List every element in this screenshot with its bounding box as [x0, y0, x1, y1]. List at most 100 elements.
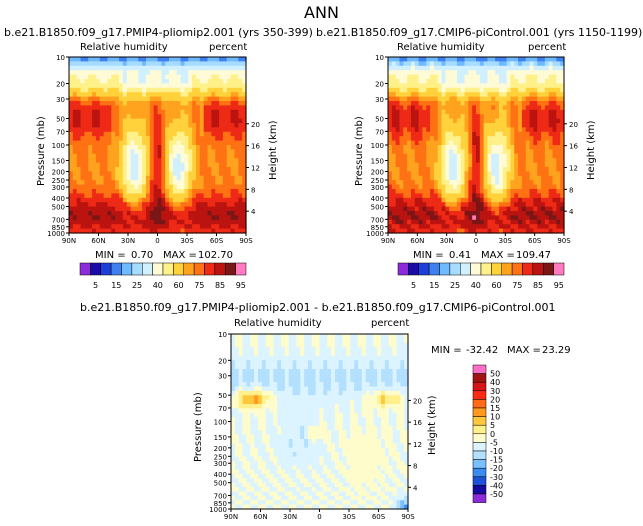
contour-cell — [544, 175, 550, 181]
contour-cell — [430, 153, 435, 159]
contour-cell — [456, 70, 462, 76]
contour-cell — [119, 197, 124, 203]
contour-cell — [533, 211, 538, 216]
contour-cell — [222, 101, 228, 106]
contour-cell — [230, 149, 236, 155]
contour-cell — [525, 83, 531, 89]
contour-cell — [211, 184, 216, 190]
contour-cell — [226, 184, 232, 190]
contour-cell — [388, 70, 393, 76]
contour-cell — [537, 175, 542, 181]
contour-cell — [377, 386, 382, 392]
contour-cell — [261, 334, 267, 339]
contour-cell — [188, 171, 193, 177]
contour-cell — [400, 421, 405, 427]
contour-cell — [69, 131, 74, 137]
contour-cell — [418, 184, 424, 190]
contour-cell — [199, 105, 205, 111]
contour-cell — [222, 109, 228, 115]
contour-cell — [510, 101, 515, 106]
contour-cell — [149, 167, 155, 172]
contour-cell — [250, 439, 255, 444]
contour-cell — [242, 404, 247, 409]
contour-cell — [426, 109, 431, 115]
contour-cell — [323, 355, 328, 361]
contour-cell — [533, 162, 538, 168]
contour-cell — [323, 425, 328, 431]
contour-cell — [238, 421, 244, 427]
contour-cell — [521, 61, 527, 67]
contour-cell — [350, 412, 355, 418]
contour-cell — [126, 219, 132, 225]
contour-cell — [142, 189, 147, 194]
contour-cell — [560, 123, 565, 128]
contour-cell — [323, 404, 328, 409]
contour-cell — [422, 101, 427, 106]
contour-cell — [327, 434, 332, 440]
contour-cell — [169, 158, 174, 164]
contour-cell — [410, 136, 416, 142]
contour-cell — [92, 184, 97, 190]
contour-cell — [119, 101, 124, 106]
contour-cell — [300, 334, 305, 339]
contour-cell — [544, 61, 550, 67]
contour-cell — [130, 105, 136, 111]
contour-cell — [468, 175, 473, 181]
contour-cell — [506, 145, 512, 150]
contour-cell — [529, 180, 534, 186]
contour-cell — [464, 171, 469, 177]
contour-cell — [514, 123, 519, 128]
contour-cell — [399, 197, 404, 203]
contour-cell — [234, 193, 239, 199]
contour-cell — [395, 162, 401, 168]
contour-cell — [327, 347, 332, 353]
contour-cell — [472, 184, 477, 190]
contour-cell — [238, 347, 244, 353]
contour-cell — [418, 61, 424, 67]
contour-cell — [300, 434, 305, 440]
contour-cell — [418, 83, 424, 89]
contour-cell — [219, 153, 224, 159]
contour-cell — [426, 158, 431, 164]
contour-cell — [307, 369, 313, 374]
contour-cell — [541, 74, 546, 80]
contour-cell — [195, 109, 201, 115]
contour-cell — [307, 412, 313, 418]
contour-cell — [556, 127, 561, 133]
contour-cell — [472, 61, 477, 67]
contour-cell — [491, 224, 496, 230]
contour-cell — [188, 189, 193, 194]
contour-cell — [404, 425, 409, 431]
contour-cell — [130, 101, 136, 106]
contour-cell — [203, 79, 209, 84]
contour-cell — [254, 369, 259, 374]
contour-cell — [365, 386, 371, 392]
contour-cell — [211, 105, 216, 111]
contour-cell — [250, 342, 255, 348]
contour-cell — [192, 228, 197, 234]
contour-cell — [203, 136, 209, 142]
contour-cell — [126, 74, 132, 80]
contour-cell — [495, 92, 500, 98]
contour-cell — [403, 140, 408, 146]
contour-cell — [238, 355, 244, 361]
contour-cell — [107, 92, 112, 98]
contour-cell — [445, 184, 450, 190]
contour-cell — [468, 127, 473, 133]
contour-cell — [518, 140, 523, 146]
contour-cell — [331, 347, 336, 353]
contour-cell — [157, 87, 162, 93]
contour-cell — [69, 202, 74, 208]
contour-cell — [403, 87, 408, 93]
contour-cell — [199, 145, 205, 150]
contour-cell — [407, 140, 412, 146]
contour-cell — [226, 140, 232, 146]
contour-cell — [195, 70, 201, 76]
contour-cell — [292, 399, 298, 405]
contour-cell — [277, 334, 282, 339]
contour-cell — [552, 87, 557, 93]
contour-cell — [311, 434, 317, 440]
contour-cell — [88, 105, 93, 111]
contour-cell — [238, 193, 243, 199]
contour-cell — [445, 131, 450, 137]
